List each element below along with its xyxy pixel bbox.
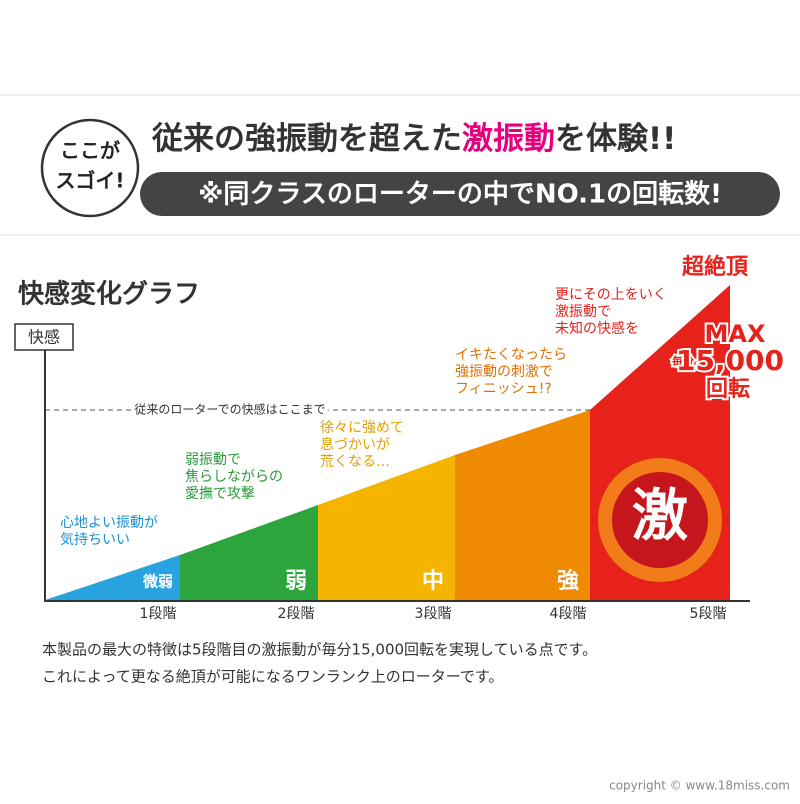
stage-note: 更にその上をいく bbox=[555, 287, 667, 303]
y-label: 快感 bbox=[28, 328, 60, 347]
stage-note: 愛撫で攻撃 bbox=[185, 486, 255, 502]
stage-note: 荒くなる… bbox=[320, 454, 390, 470]
peak-unit: 回転 bbox=[706, 376, 750, 402]
x-label: 2段階 bbox=[278, 606, 315, 622]
headline-part: 従来の強振動を超えた bbox=[151, 121, 462, 157]
stage-note: 心地よい振動が bbox=[60, 515, 158, 531]
stage-note: 焦らしながらの bbox=[185, 469, 283, 485]
stage-label-peak: 激 bbox=[632, 484, 688, 549]
stage-note: 徐々に強めて bbox=[320, 420, 404, 436]
stage-area bbox=[45, 555, 180, 600]
stage-label: 中 bbox=[422, 569, 444, 594]
stage-label: 微弱 bbox=[142, 573, 173, 591]
headline-part: を体験!! bbox=[555, 121, 676, 157]
stage-note: 激振動で bbox=[555, 303, 611, 320]
stage-note: 強振動の刺激で bbox=[455, 363, 553, 380]
stage-note: 未知の快感を bbox=[555, 320, 639, 337]
stage-note: フィニッシュ!? bbox=[455, 381, 552, 397]
stage-note: 弱振動で bbox=[185, 452, 241, 468]
stage-note: 息づかいが bbox=[320, 436, 390, 453]
description: これによって更なる絶頂が可能になるワンランク上のローターです。 bbox=[42, 668, 503, 686]
fire-core bbox=[612, 472, 708, 568]
badge-text: ここが bbox=[60, 139, 120, 163]
x-label: 5段階 bbox=[690, 606, 727, 622]
headline: 従来の強振動を超えた激振動を体験!! bbox=[151, 121, 676, 157]
headline-highlight: 激振動 bbox=[462, 121, 555, 157]
description: 本製品の最大の特徴は5段階目の激振動が毎分15,000回転を実現している点です。 bbox=[42, 641, 597, 659]
copyright: copyright © www.18miss.com bbox=[609, 779, 790, 793]
stage-label: 強 bbox=[557, 568, 579, 594]
stage-area bbox=[180, 505, 318, 600]
peak-per-minute: 毎分 bbox=[672, 354, 694, 368]
stage-note: イキたくなったら bbox=[455, 347, 567, 363]
x-label: 1段階 bbox=[140, 606, 177, 622]
stage-area bbox=[318, 455, 455, 600]
banner-bg bbox=[140, 172, 780, 216]
stage-area bbox=[455, 410, 590, 600]
peak-rpm: 15,000 bbox=[676, 344, 784, 377]
badge-text: スゴイ! bbox=[55, 169, 124, 193]
banner-text: ※同クラスのローターの中でNO.1の回転数! bbox=[198, 180, 722, 210]
peak-title: 超絶頂 bbox=[682, 254, 749, 280]
x-label: 4段階 bbox=[550, 606, 587, 622]
x-label: 3段階 bbox=[415, 606, 452, 622]
y-label-box bbox=[14, 323, 74, 351]
stage-note: 気持ちいい bbox=[60, 532, 130, 548]
reference-label: 従来のローターでの快感はここまで bbox=[134, 402, 325, 417]
peak-max: MAX bbox=[705, 320, 766, 348]
graph-title: 快感変化グラフ bbox=[18, 279, 200, 310]
badge bbox=[40, 118, 140, 218]
stage-label: 弱 bbox=[285, 569, 307, 594]
